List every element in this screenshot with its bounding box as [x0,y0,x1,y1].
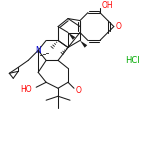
Text: HCl: HCl [125,56,139,65]
Text: HO: HO [21,85,32,94]
Polygon shape [68,33,75,40]
Text: O: O [116,22,122,31]
Text: OH: OH [102,1,114,10]
Text: O: O [76,86,82,95]
Text: N: N [35,46,41,55]
Polygon shape [80,40,87,48]
